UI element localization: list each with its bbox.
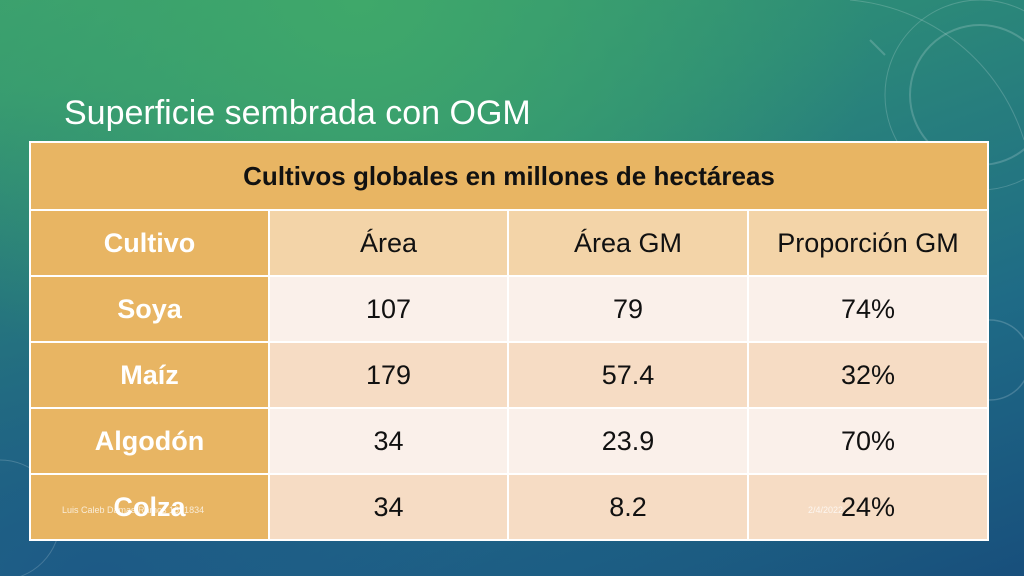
crop-name: Algodón <box>29 407 270 475</box>
header-area-gm: Área GM <box>507 209 749 277</box>
table-row: Colza 34 8.2 24% <box>29 473 990 541</box>
area-gm-cell: 8.2 <box>507 473 749 541</box>
area-cell: 179 <box>268 341 509 409</box>
crop-name: Colza <box>29 473 270 541</box>
table-row: Maíz 179 57.4 32% <box>29 341 990 409</box>
table-row: Algodón 34 23.9 70% <box>29 407 990 475</box>
header-proporcion-gm: Proporción GM <box>746 209 990 277</box>
footer-author: Luis Caleb Damas Ramos 1671834 <box>62 505 205 515</box>
table-caption: Cultivos globales en millones de hectáre… <box>28 141 990 211</box>
proportion-cell: 32% <box>746 341 990 409</box>
crop-table: Cultivos globales en millones de hectáre… <box>28 141 990 541</box>
table-row: Soya 107 79 74% <box>29 275 990 343</box>
area-gm-cell: 23.9 <box>507 407 749 475</box>
table-header-row: Cultivo Área Área GM Proporción GM <box>29 209 990 277</box>
header-cultivo: Cultivo <box>29 209 270 277</box>
area-cell: 107 <box>268 275 509 343</box>
slide-title: Superficie sembrada con OGM <box>64 94 531 132</box>
proportion-cell: 74% <box>746 275 990 343</box>
footer-date: 2/4/2022 <box>808 505 844 515</box>
area-cell: 34 <box>268 407 509 475</box>
crop-name: Soya <box>29 275 270 343</box>
proportion-cell: 70% <box>746 407 990 475</box>
area-gm-cell: 57.4 <box>507 341 749 409</box>
area-gm-cell: 79 <box>507 275 749 343</box>
header-area: Área <box>268 209 509 277</box>
proportion-cell: 24% <box>746 473 990 541</box>
crop-name: Maíz <box>29 341 270 409</box>
area-cell: 34 <box>268 473 509 541</box>
